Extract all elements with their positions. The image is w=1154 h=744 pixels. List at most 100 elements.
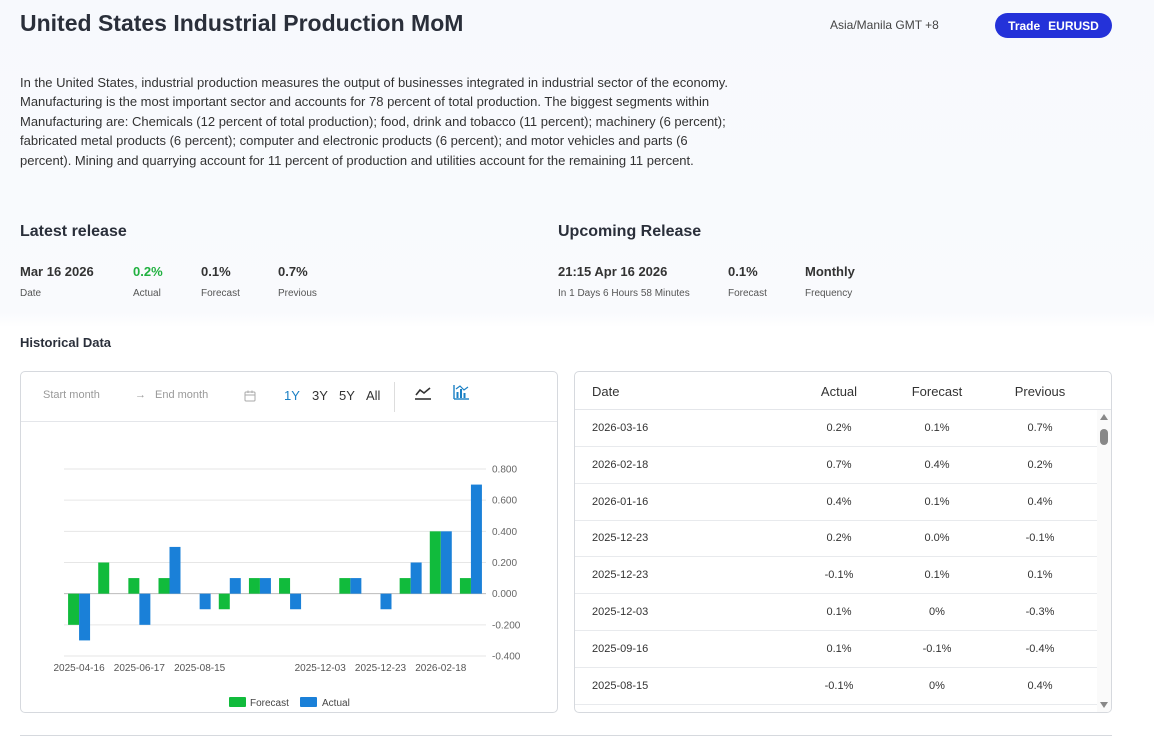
chart-toolbar: Start month → End month 1Y 3Y 5Y All [21, 372, 557, 422]
cell-date: 2025-12-23 [592, 569, 649, 582]
bar-chart-icon[interactable] [452, 383, 470, 401]
x-tick-label: 2025-08-15 [174, 663, 226, 674]
cell-actual: -0.1% [824, 569, 854, 582]
latest-forecast: 0.1% [201, 264, 231, 279]
y-tick-label: -0.200 [492, 620, 521, 631]
actual-bar [229, 578, 241, 594]
forecast-bar [218, 593, 230, 610]
legend-swatch-actual [300, 697, 317, 707]
column-header-forecast: Forecast [911, 384, 963, 399]
page-title: United States Industrial Production MoM [20, 10, 464, 36]
y-tick-label: 0.800 [492, 465, 517, 476]
cell-forecast: -0.1% [922, 642, 952, 655]
actual-bar [410, 562, 422, 594]
cell-date: 2025-12-03 [592, 606, 649, 618]
latest-forecast-label: Forecast [201, 288, 240, 299]
historical-data-heading: Historical Data [20, 335, 112, 350]
cell-forecast: 0.0% [924, 532, 950, 545]
table-row: 2025-12-23 -0.1% 0.1% 0.1% [575, 557, 1097, 595]
cell-date: 2025-09-16 [592, 642, 649, 655]
forecast-bar [279, 578, 291, 594]
table-row: 2026-03-16 0.2% 0.1% 0.7% [575, 410, 1097, 447]
calendar-icon[interactable] [244, 390, 256, 402]
forecast-bar [459, 578, 471, 594]
column-header-previous: Previous [1014, 384, 1066, 399]
cell-actual: 0.4% [826, 495, 852, 508]
actual-bar [139, 593, 151, 625]
column-header-actual: Actual [820, 384, 858, 399]
forecast-bar [248, 578, 260, 594]
forecast-bar [98, 562, 110, 594]
range-5y-button[interactable]: 5Y [339, 388, 355, 403]
x-tick-label: 2025-12-03 [295, 663, 347, 674]
scroll-up-icon[interactable] [1100, 414, 1108, 420]
scroll-down-icon[interactable] [1100, 702, 1108, 708]
x-tick-label: 2026-02-18 [415, 663, 467, 674]
upcoming-datetime: 21:15 Apr 16 2026 [558, 264, 668, 279]
cell-forecast: 0.4% [924, 458, 950, 471]
table-row: 2026-01-16 0.4% 0.1% 0.4% [575, 484, 1097, 521]
cell-forecast: 0.1% [924, 569, 950, 582]
table-row: 2025-12-03 0.1% 0% -0.3% [575, 594, 1097, 631]
line-chart-icon[interactable] [414, 385, 432, 401]
table-row: 2026-02-18 0.7% 0.4% 0.2% [575, 447, 1097, 484]
actual-bar [350, 578, 362, 594]
cell-actual: 0.1% [826, 642, 852, 655]
indicator-description: In the United States, industrial product… [20, 75, 728, 168]
y-tick-label: -0.400 [492, 652, 521, 663]
cell-date: 2025-08-15 [592, 679, 649, 692]
y-tick-label: 0.200 [492, 558, 517, 569]
range-all-button[interactable]: All [366, 388, 381, 403]
latest-date: Mar 16 2026 [20, 264, 94, 279]
cell-forecast: 0% [929, 606, 945, 618]
column-header-date: Date [592, 384, 620, 399]
forecast-bar [128, 578, 140, 594]
forecast-bar [68, 593, 80, 625]
actual-bar [259, 578, 271, 594]
cell-actual: 0.1% [826, 606, 852, 618]
cell-previous: -0.1% [1025, 532, 1055, 545]
upcoming-countdown: In 1 Days 6 Hours 58 Minutes [558, 288, 690, 299]
legend-swatch-forecast [229, 697, 246, 707]
forecast-bar [339, 578, 351, 594]
scrollbar-thumb[interactable] [1100, 429, 1108, 445]
cell-previous: 0.2% [1027, 458, 1053, 471]
legend-label-forecast: Forecast [250, 698, 289, 709]
end-month-input[interactable]: End month [155, 389, 209, 401]
cell-previous: -0.3% [1025, 606, 1055, 618]
actual-bar [440, 531, 452, 594]
trade-symbol: EURUSD [1048, 18, 1099, 33]
cell-previous: -0.4% [1025, 642, 1055, 655]
trade-button[interactable]: Trade EURUSD [995, 13, 1112, 38]
cell-forecast: 0% [929, 679, 945, 692]
actual-bar [169, 546, 181, 594]
actual-bar [380, 593, 392, 610]
upcoming-frequency: Monthly [805, 264, 855, 279]
latest-release-heading: Latest release [20, 223, 127, 240]
cell-date: 2026-01-16 [592, 495, 649, 508]
timezone-selector[interactable]: Asia/Manila GMT +8 [830, 18, 939, 32]
cell-actual: -0.1% [824, 679, 854, 692]
actual-bar [470, 484, 482, 594]
actual-bar [79, 593, 91, 641]
range-1y-button[interactable]: 1Y [284, 388, 300, 403]
cell-actual: 0.2% [826, 422, 852, 434]
cell-actual: 0.7% [826, 458, 852, 471]
table-scrollbar[interactable] [1097, 410, 1111, 712]
cell-date: 2026-03-16 [592, 422, 649, 434]
cell-date: 2026-02-18 [592, 458, 649, 471]
start-month-input[interactable]: Start month [43, 389, 100, 401]
x-tick-label: 2025-06-17 [114, 663, 166, 674]
range-3y-button[interactable]: 3Y [312, 388, 328, 403]
cell-forecast: 0.1% [924, 422, 950, 434]
latest-previous-label: Previous [278, 288, 317, 299]
y-tick-label: 0.000 [492, 589, 517, 600]
forecast-bar [399, 578, 411, 594]
cell-actual: 0.2% [826, 532, 852, 545]
latest-previous: 0.7% [278, 264, 308, 279]
toolbar-divider [394, 382, 395, 412]
table-row: 2025-09-16 0.1% -0.1% -0.4% [575, 631, 1097, 668]
y-tick-label: 0.400 [492, 527, 517, 538]
range-arrow: → [135, 389, 146, 401]
table-row: 2025-12-23 0.2% 0.0% -0.1% [575, 520, 1097, 558]
